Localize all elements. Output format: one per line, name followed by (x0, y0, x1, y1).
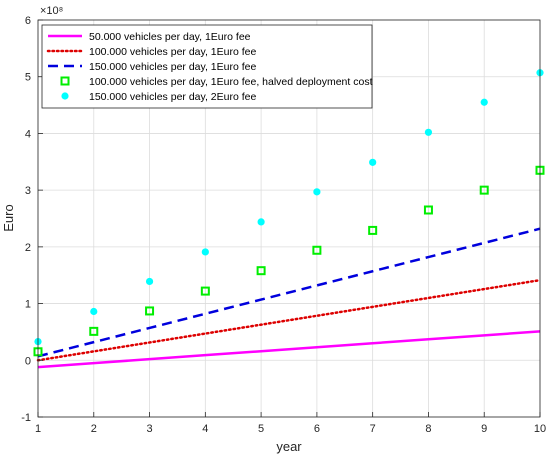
legend-swatch (61, 92, 69, 100)
data-point (257, 218, 265, 226)
series-line (37, 227, 541, 358)
x-tick-label: 7 (370, 423, 376, 435)
data-point (368, 225, 378, 235)
series-1 (37, 330, 541, 369)
y-tick-label: 4 (25, 128, 31, 140)
data-point (145, 277, 154, 286)
legend-label: 100.000 vehicles per day, 1Euro fee (89, 46, 256, 58)
data-point (313, 188, 321, 196)
x-tick-label: 2 (91, 423, 97, 435)
data-point (480, 98, 488, 106)
x-tick-label: 3 (146, 423, 152, 435)
x-tick-label: 6 (314, 423, 320, 435)
data-point (423, 205, 433, 215)
plot-frame (37, 19, 541, 418)
legend-label: 150.000 vehicles per day, 1Euro fee (89, 61, 256, 73)
data-point (201, 248, 209, 256)
y-tick-label: 3 (25, 185, 31, 197)
x-tick-label: 5 (258, 423, 264, 435)
legend-box (41, 24, 373, 109)
y-axis-label: Euro (1, 204, 16, 231)
legend-entry: 150.000 vehicles per day, 2Euro fee (61, 91, 256, 103)
y-tick-label: 0 (25, 355, 31, 367)
legend-entry: 100.000 vehicles per day, 1Euro fee (46, 46, 256, 58)
y-tick-label: 2 (25, 242, 31, 254)
legend-label: 50.000 vehicles per day, 1Euro fee (89, 31, 251, 43)
x-tick-label: 1 (35, 423, 41, 435)
legend-label: 100.000 vehicles per day, 1Euro fee, hal… (89, 76, 373, 88)
data-point (312, 245, 322, 255)
data-point (145, 306, 155, 316)
data-point (89, 326, 99, 336)
y-exponent-label: ×10⁸ (40, 5, 63, 17)
data-point (90, 307, 98, 316)
y-tick-label: 6 (25, 15, 31, 27)
series-layer (33, 69, 545, 369)
legend-label: 150.000 vehicles per day, 2Euro fee (89, 91, 256, 103)
legend-entry: 150.000 vehicles per day, 1Euro fee (48, 61, 256, 73)
ticks: 1 2 3 4 5 6 7 8 9 10 -1 0 1 2 3 4 5 6 (21, 15, 546, 435)
data-point (369, 158, 377, 166)
data-point (424, 128, 433, 136)
y-tick-label: 5 (25, 72, 31, 84)
series-2 (36, 278, 542, 362)
x-tick-label: 10 (534, 423, 546, 435)
legend-swatch (60, 76, 70, 86)
x-tick-label: 9 (481, 423, 487, 435)
y-tick-label: 1 (25, 299, 31, 311)
x-axis-label: year (276, 439, 302, 454)
series-line (37, 330, 541, 369)
series-line (36, 278, 542, 362)
legend-entry: 50.000 vehicles per day, 1Euro fee (48, 31, 251, 43)
data-point (200, 286, 210, 296)
y-tick-label: -1 (21, 412, 31, 424)
legend: 50.000 vehicles per day, 1Euro fee 100.00… (41, 24, 373, 109)
data-point (256, 266, 266, 276)
data-point (479, 185, 489, 195)
x-tick-label: 8 (425, 423, 431, 435)
legend-entry: 100.000 vehicles per day, 1Euro fee, hal… (60, 76, 373, 88)
series-5 (34, 69, 544, 346)
series-3 (37, 227, 541, 358)
x-tick-label: 4 (202, 423, 208, 435)
